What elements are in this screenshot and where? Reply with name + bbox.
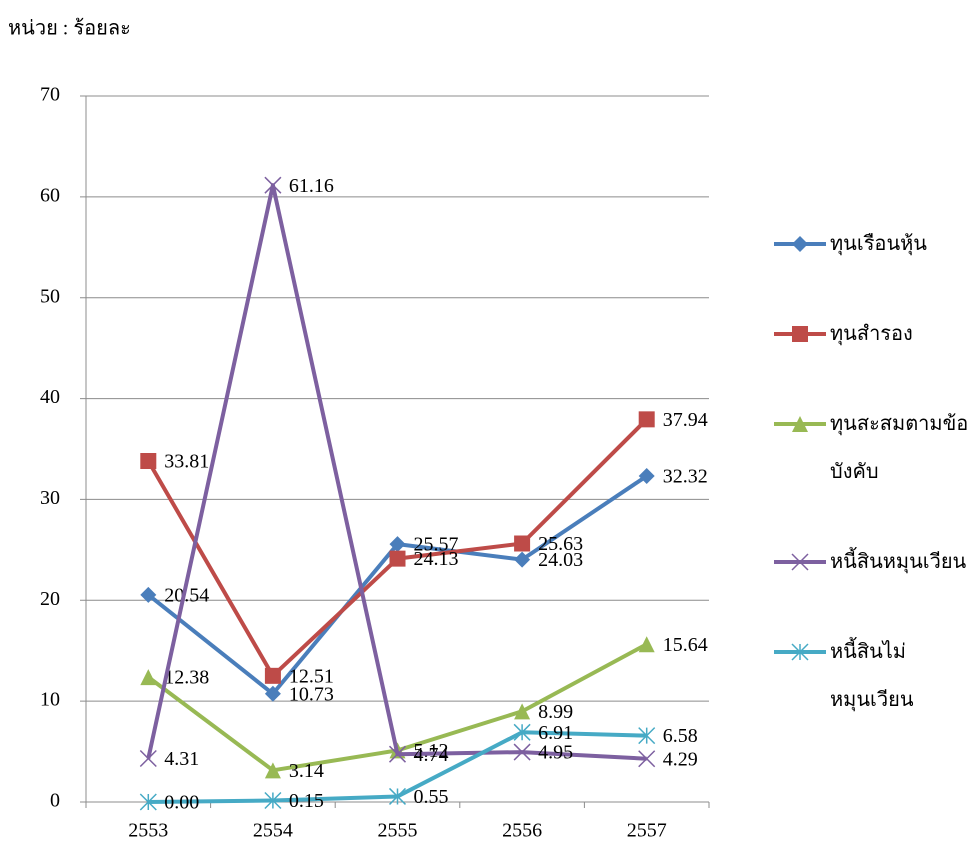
marker [513,723,531,741]
x-tick-label: 2557 [627,820,667,842]
data-label: 37.94 [663,409,708,431]
data-label: 20.54 [164,584,209,606]
data-label: 12.51 [289,665,334,687]
data-label: 0.55 [414,786,449,808]
data-label: 4.74 [414,744,449,766]
legend-icon [774,236,826,252]
x-tick-label: 2555 [378,820,418,842]
data-label: 8.99 [538,701,573,723]
legend-icon [774,326,826,342]
data-label: 33.81 [164,451,209,473]
marker [792,326,808,342]
marker [389,550,406,567]
y-tick-label: 40 [40,386,60,408]
data-label: 15.64 [663,634,708,656]
marker [513,743,531,761]
legend-label: ทุนเรือนหุ้น [830,233,927,255]
data-label: 0.15 [289,790,324,812]
x-tick-label: 2554 [253,820,293,842]
legend-item: ทุนสะสมตามข้อบังคับ [772,400,972,496]
y-tick-label: 50 [40,285,60,307]
marker [388,745,407,763]
marker [264,762,281,779]
marker [514,535,531,552]
legend-item: หนี้สินหมุนเวียน [772,538,972,586]
marker [264,685,281,702]
marker [264,667,281,684]
marker [638,750,656,768]
legend-icon [774,416,826,432]
series-line [146,183,647,761]
legend-item: ทุนสำรอง [772,310,972,358]
unit-label: หน่วย : ร้อยละ [8,18,131,40]
data-label: 3.14 [289,760,324,782]
marker [791,643,809,661]
data-label: 4.31 [164,748,199,770]
data-label: 0.00 [164,792,199,814]
marker [638,468,655,485]
legend: ทุนเรือนหุ้นทุนสำรองทุนสะสมตามข้อบังคับห… [772,220,972,766]
marker [139,793,157,811]
data-label: 24.03 [538,549,583,571]
legend-label: หนี้สินหมุนเวียน [830,551,967,573]
x-tick-label: 2553 [128,820,168,842]
legend-label: ทุนสะสมตามข้อบังคับ [830,413,969,483]
data-label: 32.32 [663,466,708,488]
marker [638,727,656,745]
data-label: 61.16 [289,175,334,197]
legend-item: ทุนเรือนหุ้น [772,220,972,268]
data-label: 25.57 [414,534,459,556]
y-tick-label: 60 [40,184,60,206]
x-tick-label: 2556 [502,820,542,842]
data-label: 12.38 [164,667,209,689]
marker [514,551,531,568]
marker [264,176,282,194]
marker [792,236,808,252]
marker [638,411,655,428]
y-tick-label: 30 [40,487,60,509]
marker [264,791,282,810]
y-tick-label: 20 [40,588,60,610]
marker [140,453,157,470]
marker [514,703,531,720]
data-label: 6.91 [538,722,573,744]
marker [792,416,808,432]
data-label: 5.12 [414,740,449,762]
data-label: 10.73 [289,683,334,705]
data-label: 4.29 [663,748,698,770]
marker [140,586,157,603]
marker [388,787,407,805]
y-tick-label: 0 [50,790,60,812]
legend-item: หนี้สินไม่หมุนเวียน [772,628,972,724]
y-tick-label: 10 [40,689,60,711]
legend-label: ทุนสำรอง [830,323,913,345]
legend-label: หนี้สินไม่หมุนเวียน [830,641,914,711]
data-label: 25.63 [538,533,583,555]
series-line [147,474,648,696]
y-tick-label: 70 [40,84,60,106]
marker [139,750,157,768]
marker [389,536,406,553]
data-label: 24.13 [414,548,459,570]
legend-icon [774,553,826,571]
marker [140,669,157,686]
data-label: 4.95 [538,742,573,764]
marker [638,636,655,653]
legend-icon [774,643,826,661]
data-label: 6.58 [663,725,698,747]
marker [791,553,809,571]
